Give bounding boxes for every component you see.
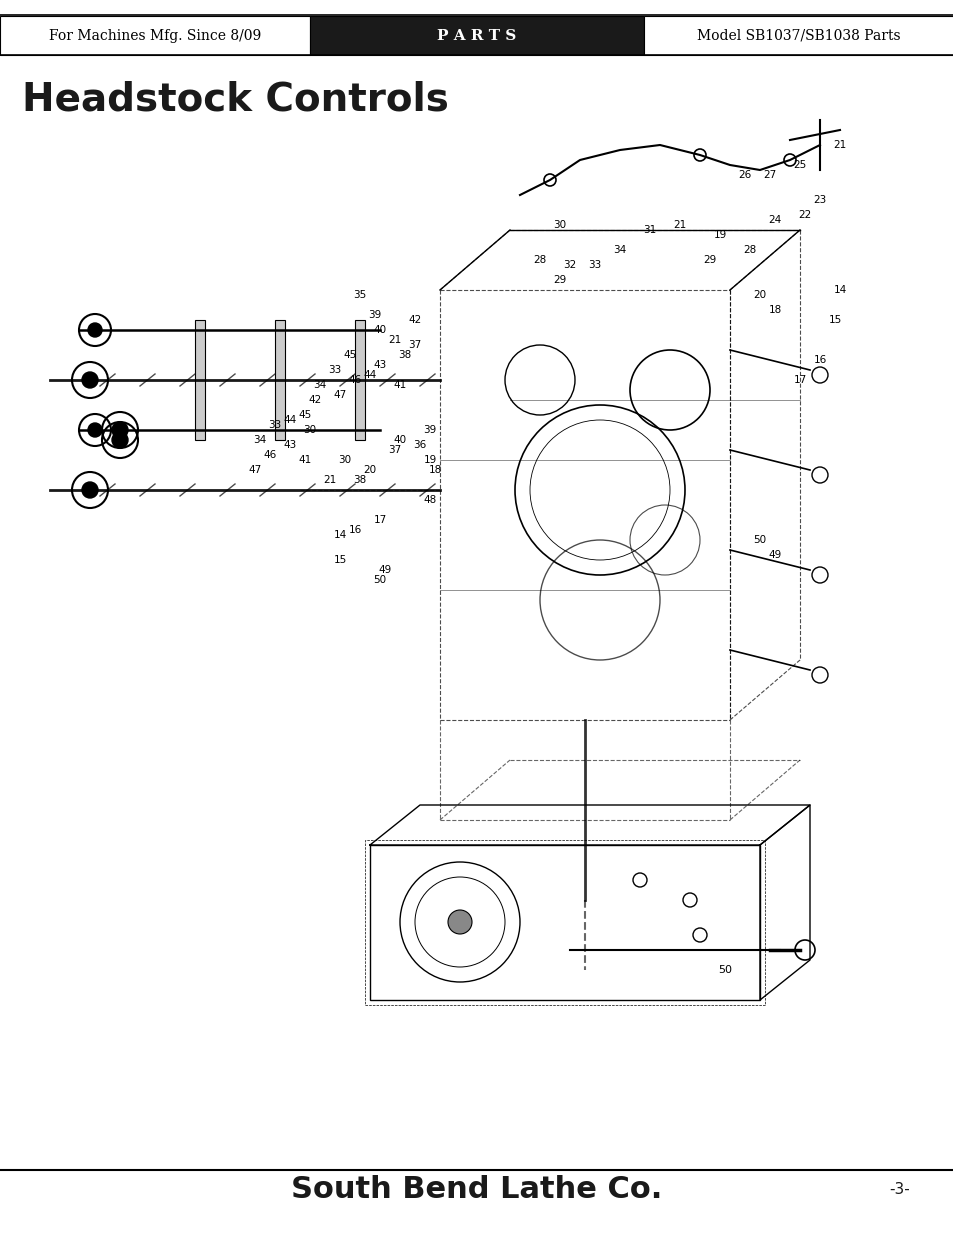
Text: Headstock Controls: Headstock Controls	[22, 80, 449, 119]
Text: 25: 25	[793, 161, 806, 170]
Text: 35: 35	[353, 290, 366, 300]
Text: 49: 49	[767, 550, 781, 559]
Text: 40: 40	[393, 435, 406, 445]
Text: 37: 37	[388, 445, 401, 454]
Circle shape	[82, 372, 98, 388]
Text: 42: 42	[308, 395, 321, 405]
Text: 36: 36	[413, 440, 426, 450]
Text: 27: 27	[762, 170, 776, 180]
Bar	[355, 320, 365, 440]
Text: 33: 33	[328, 366, 341, 375]
Circle shape	[88, 424, 102, 437]
Text: 21: 21	[388, 335, 401, 345]
Text: 39: 39	[423, 425, 436, 435]
Text: 43: 43	[283, 440, 296, 450]
Text: 39: 39	[368, 310, 381, 320]
Bar	[0, 16, 310, 56]
Text: 28: 28	[533, 254, 546, 266]
Text: 30: 30	[553, 220, 566, 230]
Circle shape	[112, 432, 128, 448]
Text: 44: 44	[363, 370, 376, 380]
Text: 20: 20	[363, 466, 376, 475]
Text: 24: 24	[767, 215, 781, 225]
Text: 34: 34	[313, 380, 326, 390]
Text: 16: 16	[348, 525, 361, 535]
Bar	[643, 16, 953, 56]
Bar	[310, 16, 643, 56]
Text: 20: 20	[753, 290, 766, 300]
Text: 34: 34	[253, 435, 266, 445]
Text: 45: 45	[343, 350, 356, 359]
Text: 46: 46	[348, 375, 361, 385]
Text: 23: 23	[813, 195, 825, 205]
Text: 47: 47	[333, 390, 346, 400]
Text: 50: 50	[373, 576, 386, 585]
Text: South Bend Lathe Co.: South Bend Lathe Co.	[291, 1176, 662, 1204]
Text: 30: 30	[303, 425, 316, 435]
Text: 40: 40	[373, 325, 386, 335]
Text: 21: 21	[323, 475, 336, 485]
Circle shape	[783, 154, 795, 165]
Bar	[370, 845, 760, 1000]
Text: 49: 49	[378, 564, 392, 576]
Text: 14: 14	[833, 285, 845, 295]
Bar	[365, 840, 764, 1005]
Text: 22: 22	[798, 210, 811, 220]
Text: 29: 29	[702, 254, 716, 266]
Text: 46: 46	[263, 450, 276, 459]
Text: 32: 32	[563, 261, 576, 270]
Text: 38: 38	[353, 475, 366, 485]
Text: 38: 38	[398, 350, 411, 359]
Text: 26: 26	[738, 170, 751, 180]
Text: 31: 31	[642, 225, 656, 235]
Text: 50: 50	[753, 535, 766, 545]
Text: 17: 17	[373, 515, 386, 525]
Circle shape	[448, 910, 472, 934]
Circle shape	[112, 422, 128, 438]
Text: 43: 43	[373, 359, 386, 370]
Text: 28: 28	[742, 245, 756, 254]
Circle shape	[693, 149, 705, 161]
Text: 45: 45	[298, 410, 312, 420]
Bar	[194, 320, 205, 440]
Circle shape	[543, 174, 556, 186]
Text: 14: 14	[333, 530, 346, 540]
Text: 19: 19	[423, 454, 436, 466]
Text: For Machines Mfg. Since 8/09: For Machines Mfg. Since 8/09	[49, 28, 261, 42]
Text: 50: 50	[718, 965, 731, 974]
Text: 15: 15	[827, 315, 841, 325]
Text: 44: 44	[283, 415, 296, 425]
Text: 21: 21	[833, 140, 845, 149]
Circle shape	[88, 324, 102, 337]
Text: 47: 47	[248, 466, 261, 475]
Circle shape	[82, 482, 98, 498]
Text: 29: 29	[553, 275, 566, 285]
Bar	[274, 320, 285, 440]
Text: 19: 19	[713, 230, 726, 240]
Text: 21: 21	[673, 220, 686, 230]
Text: P A R T S: P A R T S	[436, 28, 517, 42]
Text: Model SB1037/SB1038 Parts: Model SB1037/SB1038 Parts	[697, 28, 900, 42]
Text: 41: 41	[298, 454, 312, 466]
Text: 30: 30	[338, 454, 352, 466]
Text: 18: 18	[767, 305, 781, 315]
Text: 18: 18	[428, 466, 441, 475]
Text: 42: 42	[408, 315, 421, 325]
Text: 33: 33	[588, 261, 601, 270]
Text: 16: 16	[813, 354, 825, 366]
Text: 34: 34	[613, 245, 626, 254]
Text: 17: 17	[793, 375, 806, 385]
Text: 15: 15	[333, 555, 346, 564]
Text: -3-: -3-	[889, 1182, 909, 1198]
Text: 37: 37	[408, 340, 421, 350]
Text: 48: 48	[423, 495, 436, 505]
Text: 41: 41	[393, 380, 406, 390]
Text: 33: 33	[268, 420, 281, 430]
